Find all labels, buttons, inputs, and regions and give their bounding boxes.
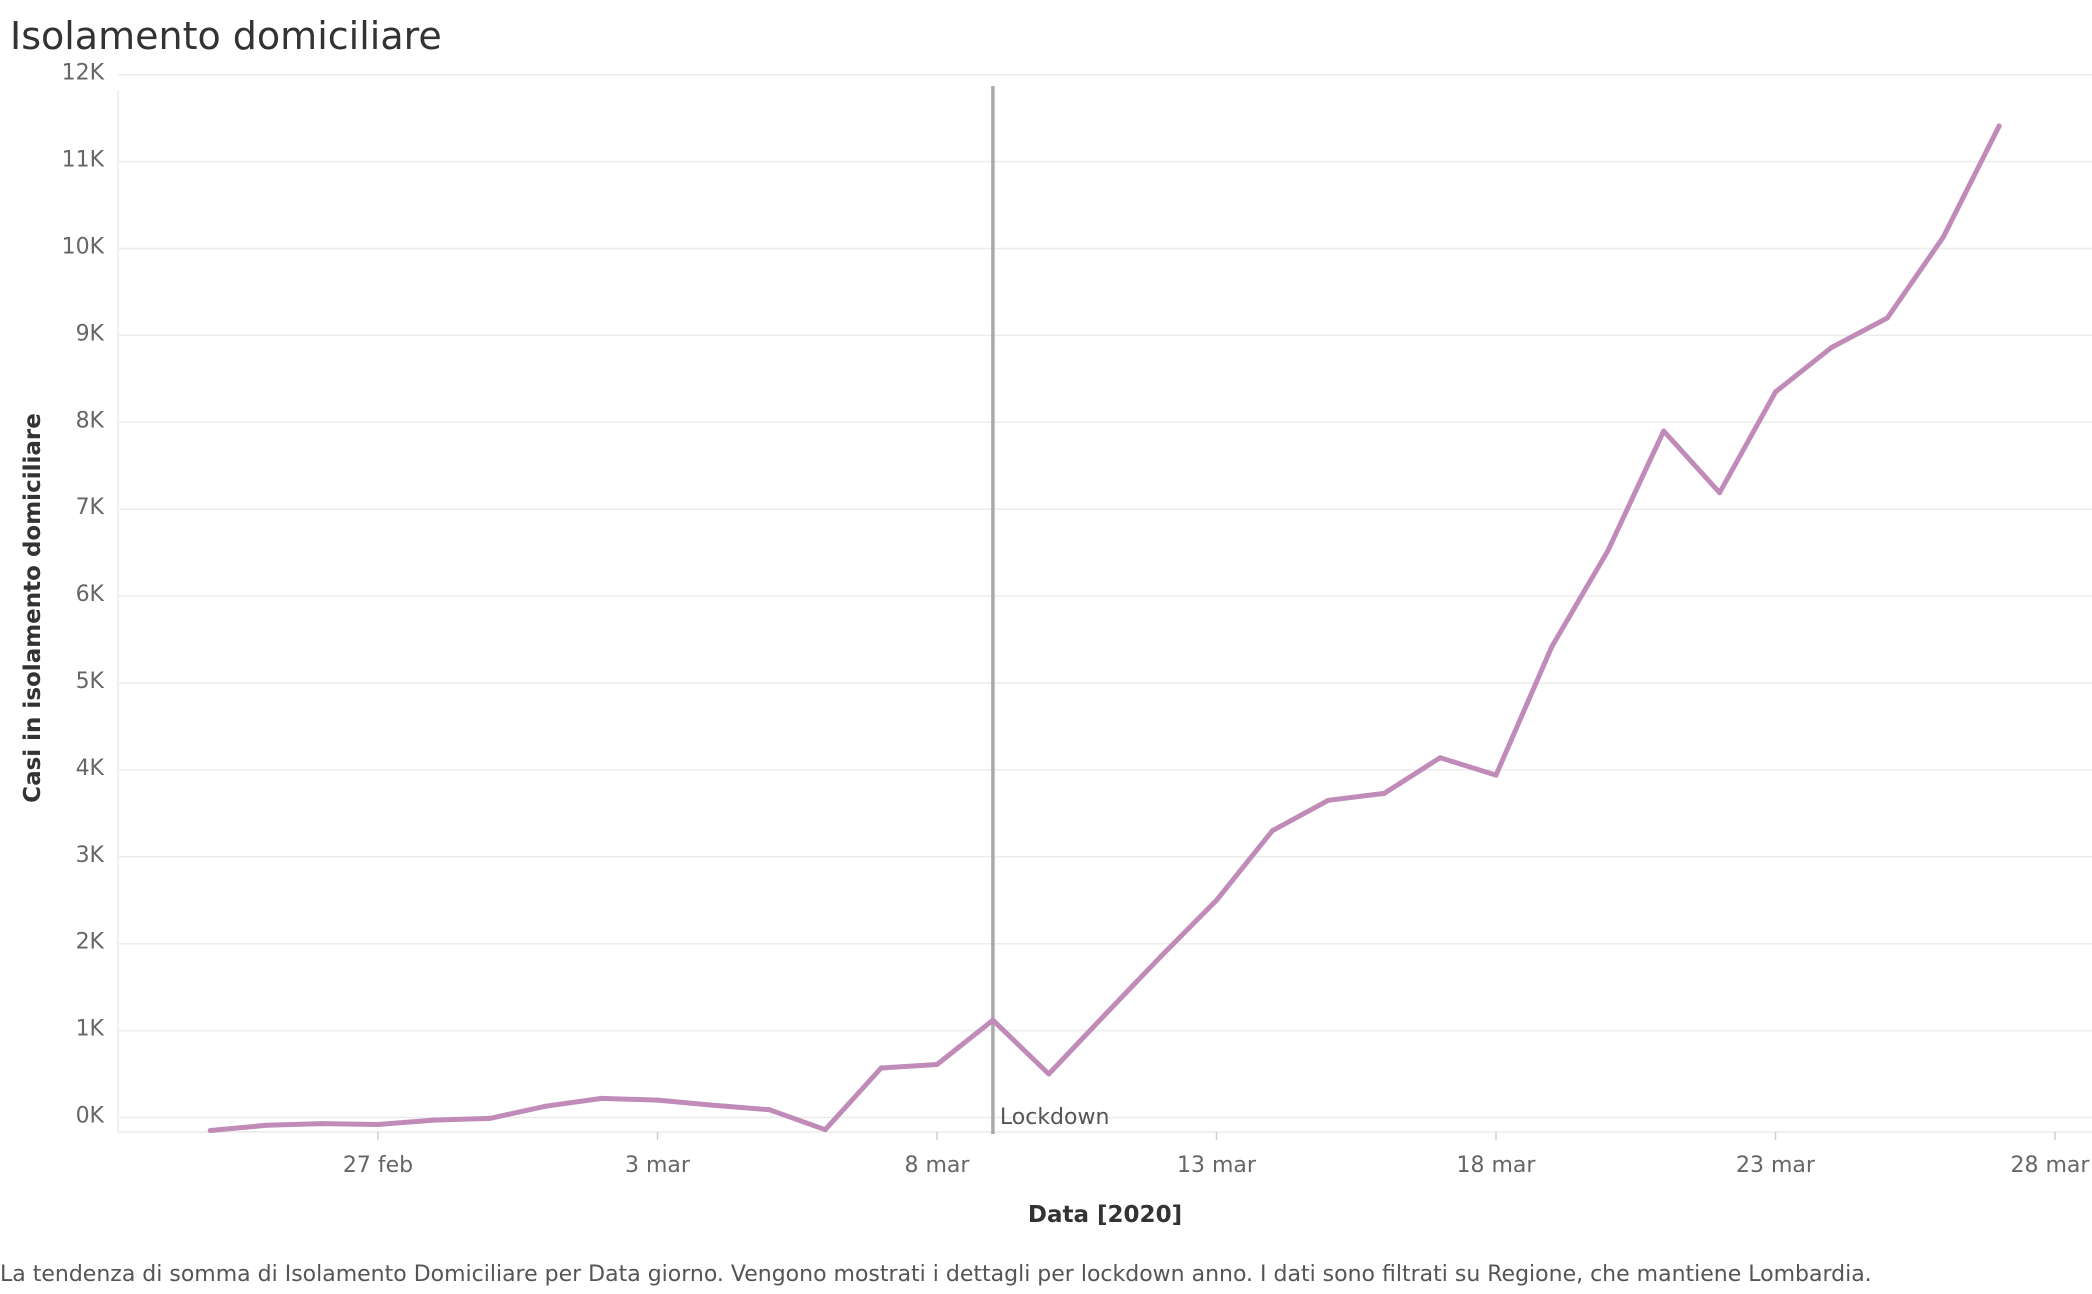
data-point	[1046, 1071, 1052, 1077]
data-point	[1773, 389, 1778, 395]
grid-lines	[117, 73, 2092, 1133]
x-tick-label: 28 mar	[2011, 1153, 2091, 1178]
data-point	[1269, 828, 1275, 834]
y-tick-label: 9K	[76, 321, 105, 346]
chart-caption: La tendenza di somma di Isolamento Domic…	[0, 1262, 1872, 1287]
data-point	[263, 1122, 269, 1128]
data-point	[1605, 548, 1611, 554]
data-point	[599, 1095, 605, 1101]
y-tick-label: 5K	[76, 669, 105, 694]
y-tick-label: 7K	[76, 495, 105, 520]
data-point	[1493, 772, 1499, 778]
y-tick-label: 4K	[76, 756, 105, 781]
x-axis-title: Data [2020]	[1028, 1202, 1182, 1228]
y-tick-label: 10K	[62, 235, 105, 260]
x-tick-label: 23 mar	[1736, 1153, 1816, 1178]
data-point	[1325, 797, 1331, 803]
data-point	[1549, 644, 1555, 650]
data-point	[990, 1017, 996, 1023]
y-tick-label: 2K	[76, 930, 105, 955]
annotations: Lockdown	[991, 86, 1110, 1134]
y-tick-label: 8K	[76, 408, 105, 433]
x-tick-label: 8 mar	[905, 1153, 971, 1178]
data-point	[766, 1107, 772, 1113]
y-tick-label: 0K	[76, 1104, 105, 1129]
data-point	[1717, 490, 1723, 496]
data-point	[1437, 755, 1443, 761]
x-tick-label: 18 mar	[1457, 1153, 1537, 1178]
y-tick-label: 11K	[62, 148, 105, 173]
x-axis-ticks: 27 feb 3 mar 8 mar 13 mar 18 mar 23 mar 28 mar	[343, 1132, 2091, 1178]
series-line	[207, 123, 2002, 1133]
data-point	[1884, 315, 1890, 321]
data-point	[878, 1065, 884, 1071]
data-point	[934, 1061, 940, 1067]
data-point	[431, 1117, 437, 1123]
data-point	[319, 1121, 325, 1127]
chart-title: Isolamento domiciliare	[10, 14, 442, 58]
data-point	[1940, 234, 1946, 240]
data-point	[375, 1121, 381, 1127]
y-tick-label: 3K	[76, 843, 105, 868]
x-tick-label: 27 feb	[343, 1153, 413, 1178]
line-chart: 0K 1K 2K 3K 4K 5K 6K 7K 8K 9K 10K 11K 12K 27 feb 3 ma…	[20, 61, 2092, 1228]
lockdown-label: Lockdown	[1000, 1105, 1110, 1130]
x-tick-label: 3 mar	[625, 1153, 691, 1178]
data-point	[1661, 428, 1667, 434]
x-tick-label: 13 mar	[1177, 1153, 1257, 1178]
y-axis-ticks: 0K 1K 2K 3K 4K 5K 6K 7K 8K 9K 10K 11K 12K	[62, 61, 105, 1129]
data-point	[1158, 954, 1164, 960]
y-tick-label: 6K	[76, 582, 105, 607]
data-point	[1214, 897, 1219, 903]
y-tick-label: 1K	[76, 1017, 105, 1042]
data-point	[822, 1127, 828, 1133]
data-point	[207, 1128, 213, 1134]
y-axis-title: Casi in isolamento domiciliare	[20, 413, 46, 803]
y-tick-label: 12K	[62, 61, 105, 86]
data-point	[1996, 123, 2002, 129]
data-point	[487, 1115, 493, 1121]
data-point	[655, 1097, 660, 1103]
data-point	[543, 1103, 549, 1109]
data-point	[1828, 345, 1834, 351]
series-group	[207, 123, 2002, 1134]
data-point	[710, 1102, 716, 1108]
data-point	[1102, 1012, 1108, 1018]
data-point	[1381, 790, 1387, 796]
